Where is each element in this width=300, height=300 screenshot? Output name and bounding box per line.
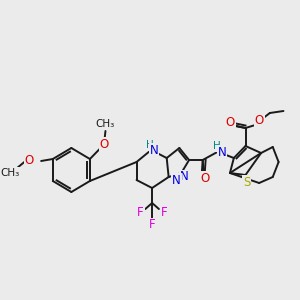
Text: F: F [160, 206, 167, 220]
Text: O: O [200, 172, 209, 184]
Text: F: F [149, 218, 155, 232]
Text: O: O [254, 115, 264, 128]
Text: N: N [172, 173, 181, 187]
Text: O: O [225, 116, 235, 130]
Text: O: O [100, 137, 109, 151]
Text: N: N [150, 143, 158, 157]
Text: H: H [146, 140, 154, 150]
Text: CH₃: CH₃ [96, 119, 115, 129]
Text: N: N [218, 146, 226, 158]
Text: N: N [180, 170, 189, 184]
Text: S: S [243, 176, 250, 188]
Text: F: F [137, 206, 144, 220]
Text: H: H [213, 141, 221, 151]
Text: CH₃: CH₃ [0, 168, 20, 178]
Text: O: O [25, 154, 34, 167]
